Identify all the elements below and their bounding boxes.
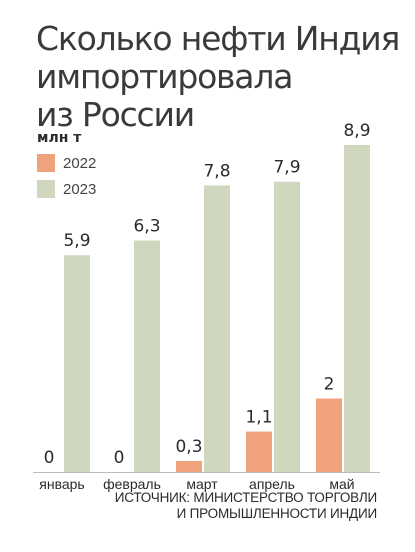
data-label-2023-3: 7,9	[273, 158, 300, 178]
x-tick-label-1: февраль	[103, 476, 161, 492]
data-label-2023-4: 8,9	[343, 121, 370, 141]
data-label-2022-2: 0,3	[175, 437, 202, 457]
data-label-2022-0: 0	[44, 448, 55, 468]
y-unit-label: млн т	[37, 130, 82, 146]
data-label-2023-0: 5,9	[63, 231, 90, 251]
bar-2023-1	[134, 240, 160, 472]
data-label-2023-1: 6,3	[133, 217, 160, 237]
source-note: ИСТОЧНИК: МИНИСТЕРСТВО ТОРГОВЛИ И ПРОМЫШ…	[115, 490, 377, 522]
x-tick-label-3: апрель	[249, 476, 295, 492]
bar-2023-4	[344, 145, 370, 472]
bar-2022-4	[316, 398, 342, 472]
legend-swatch-2023	[37, 180, 55, 198]
chart-title: Сколько нефти Индия импортировала из Рос…	[36, 19, 400, 134]
legend: 2022 2023	[37, 150, 96, 202]
legend-label-2023: 2023	[63, 180, 97, 198]
x-tick-label-0: январь	[39, 476, 84, 492]
chart-title-line: Сколько нефти Индия	[36, 19, 400, 58]
chart-title-line: импортировала	[36, 57, 293, 96]
bar-2022-3	[246, 431, 272, 472]
legend-item-2022: 2022	[37, 150, 96, 176]
data-label-2022-3: 1,1	[245, 408, 272, 428]
chart-title-line: из России	[36, 95, 195, 134]
bar-2023-2	[204, 185, 230, 473]
source-line: ИСТОЧНИК: МИНИСТЕРСТВО ТОРГОВЛИ	[114, 490, 377, 505]
source-line: И ПРОМЫШЛЕННОСТИ ИНДИИ	[176, 506, 378, 521]
bar-2023-0	[64, 255, 90, 472]
bar-2022-2	[176, 460, 202, 472]
legend-swatch-2022	[37, 154, 55, 172]
legend-item-2023: 2023	[37, 176, 96, 202]
x-tick-label-2: март	[186, 476, 218, 492]
data-label-2022-4: 2	[324, 375, 335, 395]
x-tick-label-4: май	[329, 476, 354, 492]
data-label-2022-1: 0	[114, 448, 125, 468]
legend-label-2022: 2022	[63, 154, 97, 172]
bar-2023-3	[274, 181, 300, 472]
data-label-2023-2: 7,8	[203, 161, 230, 181]
